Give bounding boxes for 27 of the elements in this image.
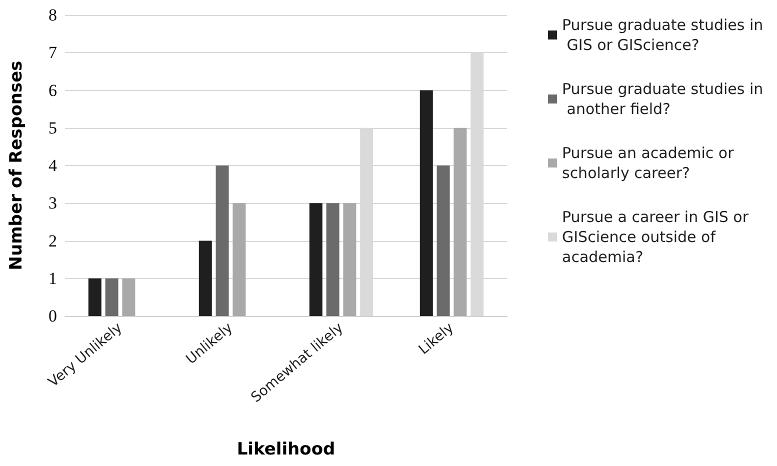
bar <box>420 90 433 316</box>
y-tick-label: 5 <box>48 118 57 138</box>
bar <box>122 278 136 316</box>
legend-label: Pursue graduate studies in another field? <box>562 80 764 118</box>
y-tick-label: 0 <box>48 306 57 326</box>
legend-label: Pursue graduate studies in GIS or GIScience? <box>562 16 764 54</box>
bar <box>454 128 467 316</box>
bar <box>232 203 246 316</box>
y-tick-label: 8 <box>48 6 57 24</box>
legend-label: Pursue an academic or scholarly career? <box>562 144 739 182</box>
bar <box>88 278 102 316</box>
bar <box>216 166 229 316</box>
bar <box>326 203 340 316</box>
y-tick-label: 7 <box>48 43 58 62</box>
y-tick-label: 6 <box>48 80 57 100</box>
bar <box>105 278 118 316</box>
y-tick-label: 1 <box>48 268 57 288</box>
legend-label: Pursue a career in GIS or GIScience outside of academia? <box>562 208 754 266</box>
y-tick-label: 3 <box>48 194 57 213</box>
bar <box>198 240 212 316</box>
bar <box>436 166 450 316</box>
bar <box>309 203 322 316</box>
bar <box>343 203 356 316</box>
y-tick-label: 4 <box>48 156 58 175</box>
y-tick-label: 2 <box>48 231 57 250</box>
x-axis-title: Likelihood <box>236 440 336 460</box>
y-axis-title: Number of Responses <box>6 60 26 270</box>
